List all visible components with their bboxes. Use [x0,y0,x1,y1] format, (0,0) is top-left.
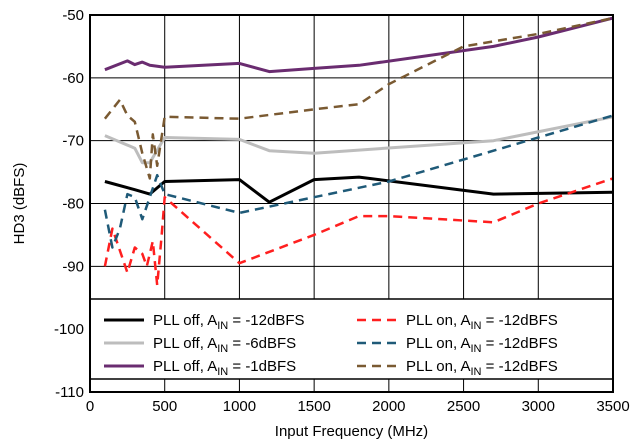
y-tick-label: -50 [62,7,84,24]
series-lines [103,16,614,287]
y-axis-label: HD3 (dBFS) [11,163,28,245]
x-tick-label: 500 [152,398,177,415]
series-line-1 [104,175,614,204]
legend-entry-2: PLL on, AIN = -12dBFS [406,312,558,332]
x-tick-label: 0 [86,398,94,415]
y-tick-label: -60 [62,70,84,87]
x-tick-label: 3000 [522,398,555,415]
tick-labels: 0 500 1000 1500 2000 2500 3000 3500 -110 -100 -90 -… [54,7,630,415]
x-tick-label: 2500 [447,398,480,415]
legend: PLL off, AIN = -12dBFS PLL on, AIN = -12d… [89,298,614,380]
plot-frame [89,14,614,393]
y-tick-label: -110 [55,384,84,401]
legend-entry-6: PLL on, AIN = -12dBFS [406,358,558,378]
legend-box [89,298,614,380]
legend-entry-1: PLL off, AIN = -12dBFS [153,312,305,332]
x-tick-label: 1000 [223,398,256,415]
series-line-5 [104,16,614,74]
legend-entry-5: PLL off, AIN = -1dBFS [153,358,296,378]
legend-entry-4: PLL on, AIN = -12dBFS [406,335,558,355]
y-tick-label: -90 [62,258,84,275]
series-line-2 [103,177,614,287]
y-tick-label: -80 [62,196,84,213]
legend-entry-3: PLL off, AIN = -6dBFS [153,335,296,355]
x-tick-label: 1500 [297,398,330,415]
y-tick-label: -100 [54,321,84,338]
series-line-6 [103,16,614,180]
series-line-3 [104,115,614,165]
y-tick-label: -70 [62,133,84,150]
x-axis-label: Input Frequency (MHz) [275,423,428,440]
x-tick-label: 3500 [596,398,629,415]
x-tick-label: 2000 [372,398,405,415]
series-line-4 [103,114,614,249]
